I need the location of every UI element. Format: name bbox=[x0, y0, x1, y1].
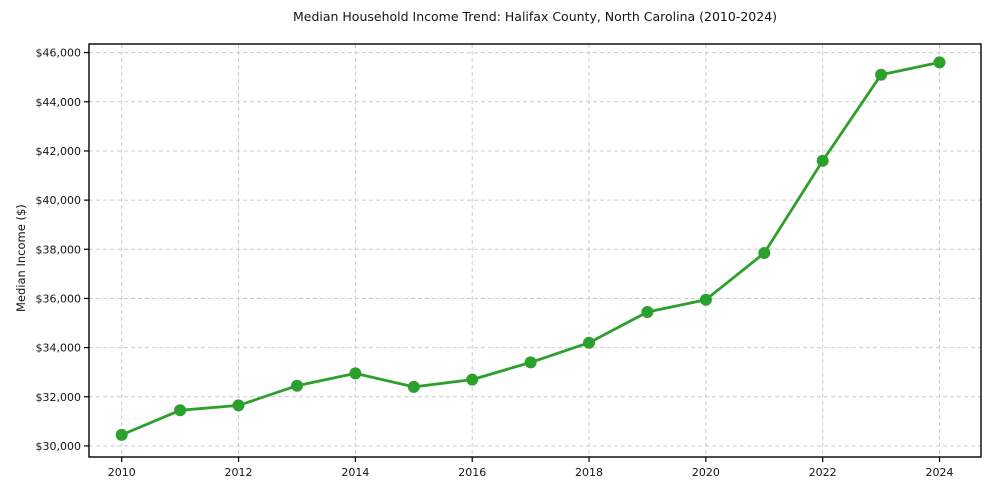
data-point-marker bbox=[349, 367, 362, 380]
y-tick-label: $40,000 bbox=[36, 194, 82, 207]
x-tick-label: 2024 bbox=[926, 466, 954, 479]
data-point-marker bbox=[524, 356, 537, 369]
data-point-marker bbox=[875, 68, 888, 81]
data-point-marker bbox=[174, 404, 187, 417]
x-tick-label: 2014 bbox=[341, 466, 369, 479]
data-point-marker bbox=[758, 247, 771, 259]
x-tick-label: 2016 bbox=[458, 466, 486, 479]
y-tick-label: $44,000 bbox=[36, 96, 82, 109]
y-tick-label: $38,000 bbox=[36, 243, 82, 256]
data-point-marker bbox=[291, 379, 303, 392]
y-tick-label: $42,000 bbox=[36, 145, 82, 158]
chart-title: Median Household Income Trend: Halifax C… bbox=[292, 9, 778, 24]
x-tick-label: 2020 bbox=[692, 466, 720, 479]
data-point-marker bbox=[115, 428, 128, 441]
y-tick-label: $32,000 bbox=[36, 391, 82, 404]
x-tick-label: 2010 bbox=[108, 466, 136, 479]
data-point-marker bbox=[583, 336, 595, 349]
trend-line bbox=[120, 61, 941, 437]
data-point-marker bbox=[232, 399, 245, 412]
x-tick-label: 2018 bbox=[575, 466, 603, 479]
data-point-marker bbox=[816, 154, 829, 167]
data-point-marker bbox=[933, 56, 946, 69]
plot-frame bbox=[88, 43, 982, 458]
y-tick-label: $36,000 bbox=[36, 292, 82, 305]
x-tick-label: 2012 bbox=[225, 466, 253, 479]
y-tick-label: $46,000 bbox=[36, 47, 82, 60]
y-tick-label: $34,000 bbox=[36, 342, 82, 355]
data-point-marker bbox=[407, 380, 420, 393]
data-point-marker bbox=[466, 373, 479, 386]
x-tick-label: 2022 bbox=[809, 466, 837, 479]
data-point-marker bbox=[641, 306, 654, 318]
data-point-marker bbox=[699, 293, 712, 306]
y-tick-label: $30,000 bbox=[36, 440, 82, 453]
